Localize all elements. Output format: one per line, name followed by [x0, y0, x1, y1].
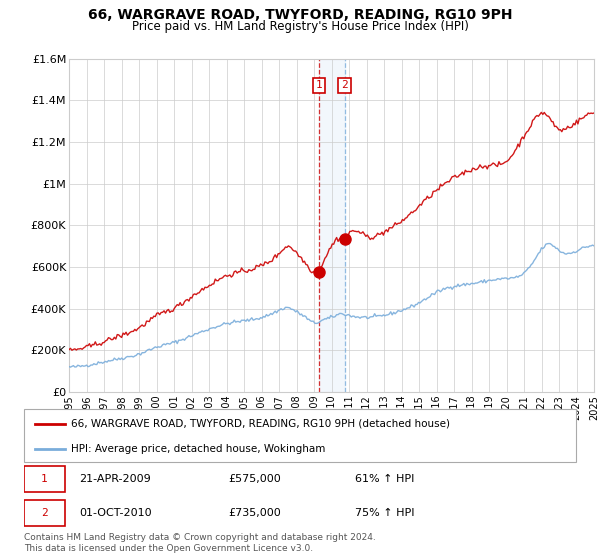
- FancyBboxPatch shape: [24, 409, 576, 462]
- Text: 2: 2: [341, 81, 348, 91]
- Text: Price paid vs. HM Land Registry's House Price Index (HPI): Price paid vs. HM Land Registry's House …: [131, 20, 469, 32]
- Text: 2: 2: [41, 508, 48, 518]
- Bar: [319, 59, 344, 392]
- Text: 01-OCT-2010: 01-OCT-2010: [79, 508, 152, 518]
- Text: 61% ↑ HPI: 61% ↑ HPI: [355, 474, 415, 484]
- Text: 1: 1: [41, 474, 48, 484]
- Text: 21-APR-2009: 21-APR-2009: [79, 474, 151, 484]
- Text: HPI: Average price, detached house, Wokingham: HPI: Average price, detached house, Woki…: [71, 444, 325, 454]
- Text: 1: 1: [316, 81, 323, 91]
- Text: 66, WARGRAVE ROAD, TWYFORD, READING, RG10 9PH: 66, WARGRAVE ROAD, TWYFORD, READING, RG1…: [88, 8, 512, 22]
- Text: £575,000: £575,000: [228, 474, 281, 484]
- FancyBboxPatch shape: [24, 500, 65, 526]
- Text: £735,000: £735,000: [228, 508, 281, 518]
- Text: 66, WARGRAVE ROAD, TWYFORD, READING, RG10 9PH (detached house): 66, WARGRAVE ROAD, TWYFORD, READING, RG1…: [71, 419, 450, 429]
- Text: 75% ↑ HPI: 75% ↑ HPI: [355, 508, 415, 518]
- FancyBboxPatch shape: [24, 466, 65, 492]
- Text: Contains HM Land Registry data © Crown copyright and database right 2024.
This d: Contains HM Land Registry data © Crown c…: [24, 533, 376, 553]
